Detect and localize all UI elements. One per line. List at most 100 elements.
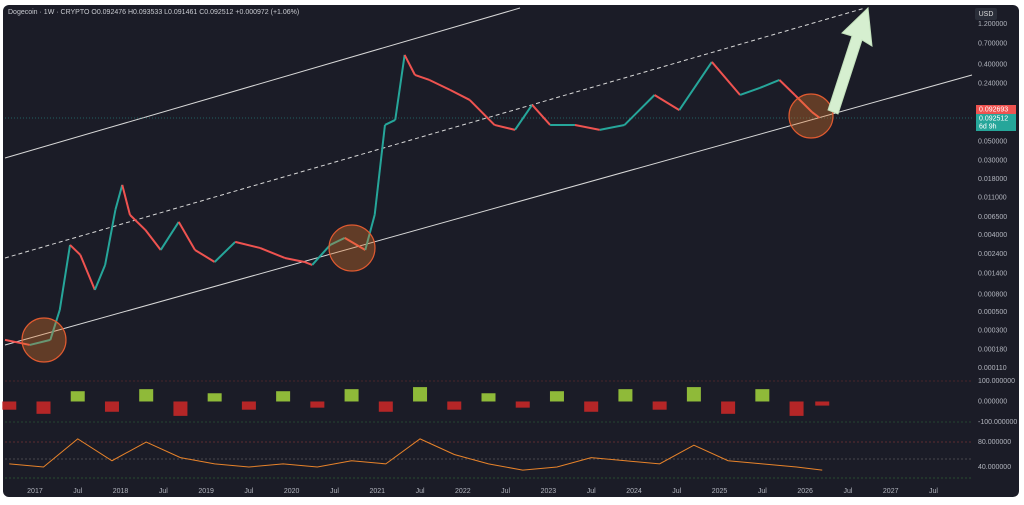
price-segment	[93, 264, 107, 291]
price-segment	[574, 123, 600, 131]
osc-bar	[276, 391, 291, 402]
y-tick-label: 0.000500	[978, 309, 1007, 316]
x-tick-label: 2024	[626, 488, 642, 495]
price-segment	[623, 94, 656, 126]
osc-bar	[70, 391, 85, 402]
price-segment	[159, 221, 180, 251]
x-tick-label: 2018	[113, 488, 129, 495]
x-tick-label: 2027	[883, 488, 899, 495]
channel-mid	[4, 7, 866, 259]
price-segment	[329, 236, 346, 246]
x-tick-label: Jul	[929, 488, 938, 495]
y-tick-label: 0.030000	[978, 157, 1007, 164]
osc-bar	[207, 393, 222, 402]
price-segment	[414, 73, 430, 81]
osc-bar	[686, 387, 701, 402]
price-segment	[653, 94, 680, 111]
price-segment	[234, 240, 261, 249]
osc-bar	[2, 401, 17, 410]
y-tick-label: 0.000300	[978, 328, 1007, 335]
osc-bar	[584, 401, 599, 412]
y-tick-label: 0.000800	[978, 291, 1007, 298]
x-tick-label: 2022	[455, 488, 471, 495]
price-segment	[177, 221, 196, 251]
price-segment	[739, 86, 761, 96]
price-segment	[304, 261, 313, 266]
highlight-circle	[21, 317, 67, 363]
osc-bar	[447, 401, 462, 410]
osc-bar	[515, 401, 530, 408]
highlight-circle	[328, 224, 376, 272]
x-tick-label: Jul	[330, 488, 339, 495]
y-tick-label: 0.000110	[978, 365, 1007, 372]
osc-bar	[310, 401, 325, 408]
osc-bar	[344, 389, 359, 402]
x-tick-label: 2025	[712, 488, 728, 495]
x-tick-label: Jul	[416, 488, 425, 495]
price-segment	[79, 254, 96, 291]
price-segment	[104, 209, 117, 266]
price-segment	[364, 214, 376, 251]
osc-bar	[789, 401, 804, 416]
price-segment	[284, 257, 305, 263]
osc-bar	[549, 391, 564, 402]
price-segment	[531, 104, 551, 126]
highlight-circle	[788, 93, 834, 139]
osc-bar	[36, 401, 51, 414]
x-tick-label: Jul	[244, 488, 253, 495]
price-segment	[811, 111, 821, 119]
price-segment	[58, 244, 72, 311]
x-tick-label: 2023	[541, 488, 557, 495]
y-tick-label: 0.000000	[978, 398, 1007, 405]
price-segment	[114, 184, 124, 211]
y-tick-label: 1.200000	[978, 21, 1007, 28]
countdown: 6d 9h	[979, 123, 997, 130]
price-segment	[711, 61, 741, 96]
price-segment	[494, 123, 516, 131]
y-tick-label: 80.000000	[978, 439, 1011, 446]
osc-bar	[241, 401, 256, 410]
x-tick-label: Jul	[73, 488, 82, 495]
last-price: 0.092512	[979, 115, 1008, 122]
price-segment	[514, 104, 533, 131]
price-segment	[344, 237, 366, 251]
price-segment	[311, 244, 331, 266]
y-tick-label: 0.700000	[978, 41, 1007, 48]
y-tick-label: 0.018000	[978, 176, 1007, 183]
price-segment	[121, 184, 131, 216]
y-tick-label: 0.240000	[978, 80, 1007, 87]
price-segment	[29, 338, 51, 346]
price-segment	[129, 214, 147, 231]
channel-upper	[4, 7, 521, 159]
y-tick-label: 0.400000	[978, 61, 1007, 68]
x-tick-label: Jul	[758, 488, 767, 495]
y-tick-label: 0.000180	[978, 347, 1007, 354]
x-tick-label: Jul	[587, 488, 596, 495]
currency: USD	[979, 11, 994, 18]
price-segment	[194, 249, 216, 263]
price-segment	[384, 119, 396, 126]
x-tick-label: 2020	[284, 488, 300, 495]
price-segment	[599, 123, 625, 131]
y-tick-label: -100.000000	[978, 419, 1017, 426]
osc-bar	[721, 401, 736, 414]
y-tick-label: 0.002400	[978, 251, 1007, 258]
price-segment	[4, 338, 31, 346]
price-segment	[373, 124, 386, 216]
osc-line	[9, 438, 823, 471]
x-tick-label: Jul	[501, 488, 510, 495]
price-tag	[976, 114, 1016, 131]
price-tag	[976, 105, 1016, 114]
arrow	[827, 6, 873, 115]
currency-box	[975, 8, 997, 20]
osc-bar	[139, 389, 154, 402]
last-price: 0.092693	[979, 106, 1008, 113]
osc-bar	[755, 389, 770, 402]
y-tick-label: 0.006500	[978, 214, 1007, 221]
osc-bar	[413, 387, 428, 402]
x-tick-label: Jul	[843, 488, 852, 495]
y-tick-label: 0.011000	[978, 194, 1007, 201]
osc-bar	[618, 389, 633, 402]
